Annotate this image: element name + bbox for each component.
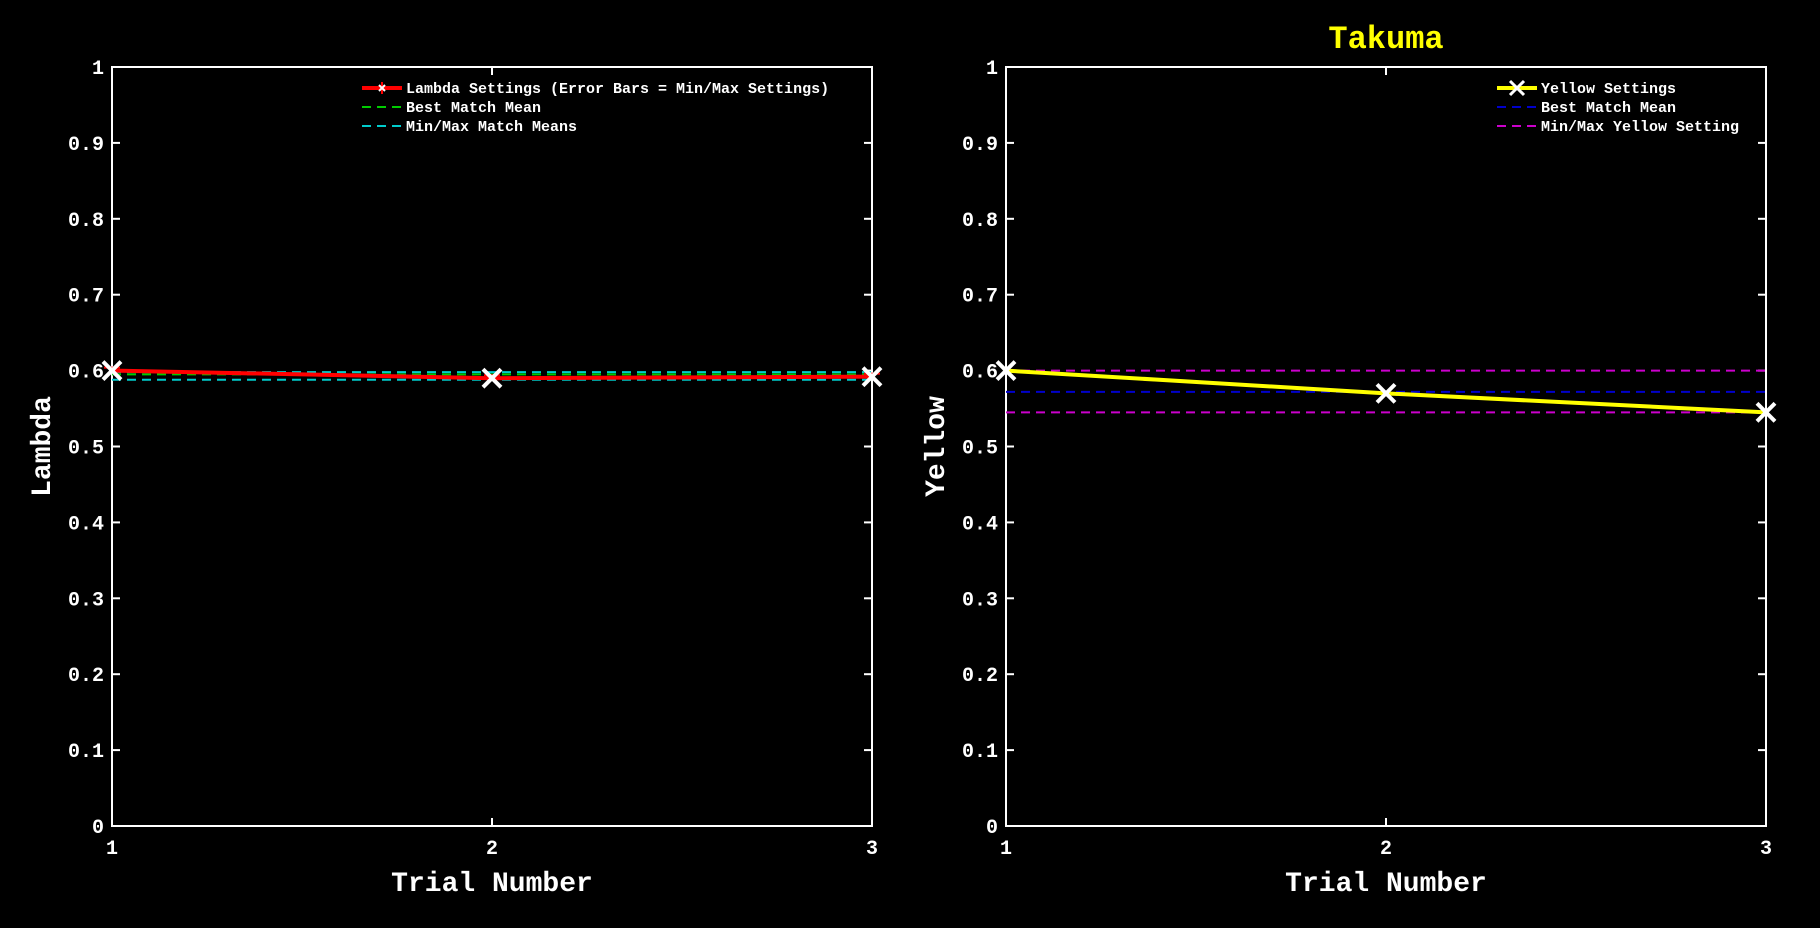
lambda-data-point — [481, 367, 503, 389]
lambda-panel: 0 0.1 0.2 0.3 0.4 0.5 0.6 0.7 0.8 0.9 1 1 2 3 Trial Nu… — [28, 58, 883, 900]
yellow-legend-entry: Best Match Mean — [1541, 100, 1676, 117]
lambda-legend-swatch-marker-b — [378, 84, 386, 92]
lambda-ytick-label: 0.8 — [68, 210, 104, 233]
yellow-xtick-label: 1 — [1000, 838, 1012, 861]
lambda-xtick-label: 2 — [486, 838, 498, 861]
lambda-xaxis-label: Trial Number — [391, 869, 593, 900]
yellow-panel: 0 0.1 0.2 0.3 0.4 0.5 0.6 0.7 0.8 0.9 1 1 2 3 Trial Nu… — [922, 58, 1777, 900]
lambda-legend-entry: Min/Max Match Means — [406, 119, 577, 136]
yellow-xaxis-label: Trial Number — [1285, 869, 1487, 900]
lambda-ytick-label: 0.5 — [68, 438, 104, 461]
lambda-ytick-label: 0.2 — [68, 665, 104, 688]
lambda-data-point — [101, 360, 123, 382]
yellow-data-point-stroke-b — [1755, 401, 1777, 423]
yellow-ytick-label: 0.8 — [962, 210, 998, 233]
yellow-ytick-label: 0.7 — [962, 286, 998, 309]
lambda-xtick-label: 3 — [866, 838, 878, 861]
lambda-ytick-label: 0 — [92, 817, 104, 840]
lambda-ytick-label: 0.6 — [68, 362, 104, 385]
lambda-xtick-label: 1 — [106, 838, 118, 861]
yellow-ytick-label: 1 — [986, 58, 998, 81]
lambda-ytick-label: 1 — [92, 58, 104, 81]
yellow-xtick-label: 2 — [1380, 838, 1392, 861]
yellow-ytick-label: 0.6 — [962, 362, 998, 385]
lambda-legend-entry: Best Match Mean — [406, 100, 541, 117]
yellow-ytick-label: 0.5 — [962, 438, 998, 461]
lambda-ytick-label: 0.7 — [68, 286, 104, 309]
yellow-ytick-label: 0.1 — [962, 741, 998, 764]
lambda-ytick-label: 0.3 — [68, 589, 104, 612]
lambda-legend-entry: Lambda Settings (Error Bars = Min/Max Se… — [406, 81, 829, 98]
yellow-ytick-label: 0.4 — [962, 513, 998, 536]
lambda-data-point-stroke-b — [861, 366, 883, 388]
lambda-data-point-stroke-b — [481, 367, 503, 389]
yellow-data-point — [1755, 401, 1777, 423]
yellow-ytick-label: 0.9 — [962, 134, 998, 157]
yellow-yaxis-label: Yellow — [922, 396, 953, 497]
yellow-ytick-label: 0.3 — [962, 589, 998, 612]
yellow-legend-entry: Yellow Settings — [1541, 81, 1676, 98]
yellow-data-point — [1375, 382, 1397, 404]
lambda-yaxis-label: Lambda — [28, 396, 59, 497]
lambda-legend: Lambda Settings (Error Bars = Min/Max Se… — [362, 81, 829, 136]
yellow-data-point-stroke-b — [995, 360, 1017, 382]
yellow-legend-swatch-marker-b — [1508, 79, 1526, 97]
lambda-data-point — [861, 366, 883, 388]
yellow-legend-entry: Min/Max Yellow Setting — [1541, 119, 1739, 136]
yellow-data-point-stroke-b — [1375, 382, 1397, 404]
lambda-ytick-label: 0.9 — [68, 134, 104, 157]
yellow-data-point — [995, 360, 1017, 382]
yellow-legend: Yellow Settings Best Match Mean Min/Max Ye… — [1497, 79, 1739, 136]
lambda-ytick-label: 0.4 — [68, 513, 104, 536]
lambda-data-point-stroke-b — [101, 360, 123, 382]
yellow-ytick-label: 0 — [986, 817, 998, 840]
lambda-ytick-label: 0.1 — [68, 741, 104, 764]
yellow-xtick-label: 3 — [1760, 838, 1772, 861]
yellow-ytick-label: 0.2 — [962, 665, 998, 688]
figure-title: Takuma — [1328, 21, 1443, 58]
